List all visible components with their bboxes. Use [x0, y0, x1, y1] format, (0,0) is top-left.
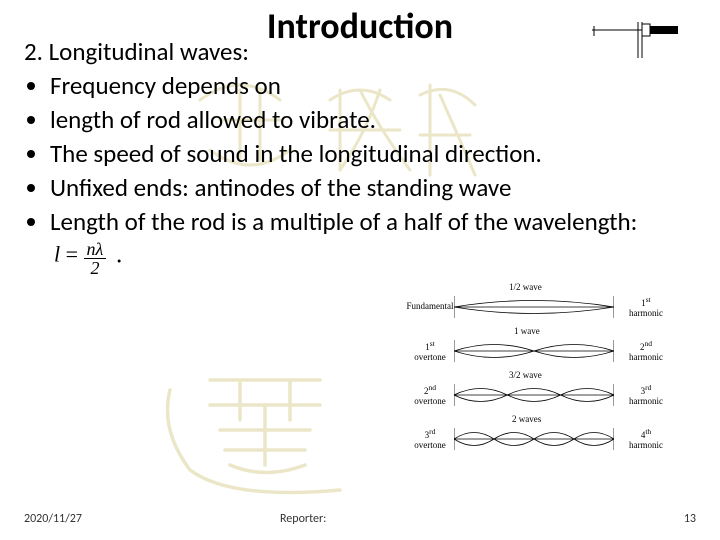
harmonic-wave: 1 wave: [454, 338, 614, 364]
harmonic-left-label: 3rd overtone: [406, 428, 454, 450]
footer-page: 13: [684, 512, 696, 526]
footer-reporter: Reporter:: [280, 512, 326, 526]
harmonic-right-label: 1st harmonic: [620, 296, 672, 318]
formula-fraction: nλ 2: [84, 240, 107, 277]
harmonic-left-label: Fundamental: [406, 302, 454, 311]
footer: 2020/11/27 Reporter: 13: [24, 512, 696, 526]
harmonic-left-label: 1st overtone: [406, 340, 454, 362]
subheading: 2. Longitudinal waves:: [24, 36, 696, 68]
harmonic-right-label: 3rd harmonic: [620, 384, 672, 406]
bullet-item: length of rod allowed to vibrate.: [50, 104, 696, 136]
bullet-item: Unfixed ends: antinodes of the standing …: [50, 172, 696, 204]
harmonic-right-label: 4th harmonic: [620, 428, 672, 450]
harmonic-row: 1st overtone 1 wave 2nd harmonic: [406, 338, 686, 364]
bullet-item: Length of the rod is a multiple of a hal…: [50, 206, 696, 275]
harmonic-row: Fundamental 1/2 wave 1st harmonic: [406, 294, 686, 320]
body-text: 2. Longitudinal waves: Frequency depends…: [24, 36, 696, 277]
harmonics-diagram: Fundamental 1/2 wave 1st harmonic: [406, 294, 686, 452]
harmonic-left-label: 2nd overtone: [406, 384, 454, 406]
formula: l = nλ 2: [54, 238, 106, 275]
watermark-bottom: [140, 350, 380, 510]
formula-lhs: l: [54, 242, 60, 267]
bullet-text: Length of the rod is a multiple of a hal…: [50, 206, 637, 237]
footer-date: 2020/11/27: [24, 512, 82, 526]
slide: Introduction 2. Longitudinal waves: Freq…: [0, 0, 720, 540]
formula-den: 2: [84, 259, 107, 277]
bullet-item: Frequency depends on: [50, 70, 696, 102]
formula-eq: =: [66, 242, 78, 267]
formula-num: nλ: [84, 240, 107, 259]
harmonic-row: 3rd overtone 2 waves 4th harmonic: [406, 426, 686, 452]
bullet-list: Frequency depends on length of rod allow…: [24, 70, 696, 275]
harmonic-wave: 3/2 wave: [454, 382, 614, 408]
formula-trail: .: [116, 238, 122, 269]
harmonic-row: 2nd overtone 3/2 wave 3rd harmonic: [406, 382, 686, 408]
harmonic-wave: 2 waves: [454, 426, 614, 452]
bullet-item: The speed of sound in the longitudinal d…: [50, 138, 696, 170]
harmonic-wave: 1/2 wave: [454, 294, 614, 320]
harmonic-right-label: 2nd harmonic: [620, 340, 672, 362]
